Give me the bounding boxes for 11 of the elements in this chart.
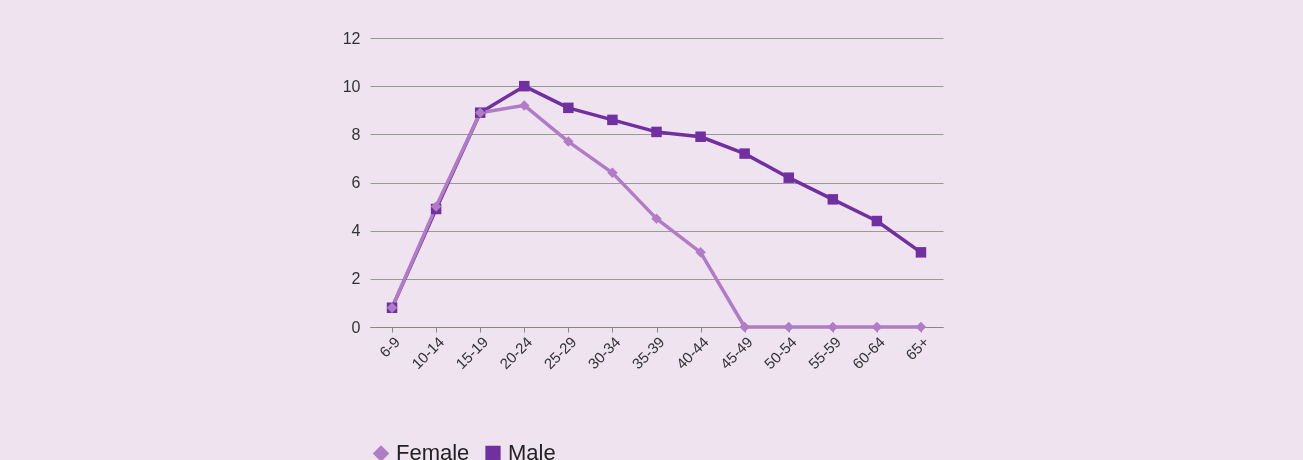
legend-label: Female bbox=[396, 440, 470, 460]
legend-label: Male bbox=[508, 440, 556, 460]
y-tick-label: 6 bbox=[351, 174, 361, 191]
y-tick-label: 4 bbox=[351, 222, 361, 240]
y-tick-label: 0 bbox=[351, 318, 361, 336]
y-tick-label: 8 bbox=[351, 125, 361, 143]
y-tick-label: 2 bbox=[351, 270, 361, 288]
y-tick-label: 10 bbox=[342, 77, 361, 95]
x-tick-label: 65+ bbox=[902, 332, 933, 364]
y-tick-label: 12 bbox=[342, 29, 361, 47]
x-tick-label: 6-9 bbox=[375, 333, 404, 361]
